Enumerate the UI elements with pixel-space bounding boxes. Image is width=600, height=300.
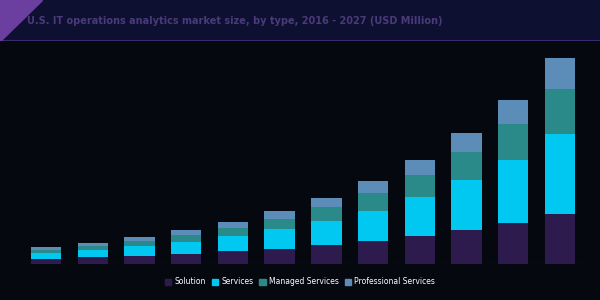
Bar [404,197,435,236]
Bar [124,237,155,241]
Bar [358,211,388,242]
Bar [358,193,388,211]
Bar [171,230,202,235]
Bar [311,221,341,245]
Bar [218,222,248,228]
Bar [451,180,482,230]
Bar [124,246,155,256]
Bar [265,218,295,230]
Bar [77,250,108,257]
Bar [218,228,248,236]
Bar [545,214,575,264]
Bar [265,230,295,249]
Bar [124,256,155,264]
Polygon shape [0,0,42,40]
Bar [77,257,108,264]
Legend: Solution, Services, Managed Services, Professional Services: Solution, Services, Managed Services, Pr… [163,274,437,290]
Bar [498,124,529,160]
Bar [404,160,435,175]
Bar [124,241,155,246]
Bar [451,152,482,180]
Bar [545,58,575,89]
Bar [545,134,575,214]
Bar [404,175,435,197]
Bar [265,249,295,264]
Bar [77,243,108,246]
Bar [171,242,202,254]
Bar [77,246,108,250]
Bar [451,230,482,264]
Bar [358,181,388,193]
Bar [498,160,529,223]
Text: U.S. IT operations analytics market size, by type, 2016 - 2027 (USD Million): U.S. IT operations analytics market size… [27,16,443,26]
Bar [311,198,341,207]
Bar [31,250,61,253]
Bar [358,242,388,264]
Bar [171,254,202,264]
Bar [498,223,529,264]
Bar [545,89,575,134]
Bar [498,100,529,124]
Bar [451,133,482,152]
Bar [31,253,61,259]
Bar [171,235,202,242]
Bar [31,259,61,264]
Bar [404,236,435,264]
Bar [311,207,341,221]
Bar [218,251,248,264]
Bar [218,236,248,251]
Bar [265,211,295,218]
Bar [31,248,61,250]
Bar [311,245,341,264]
